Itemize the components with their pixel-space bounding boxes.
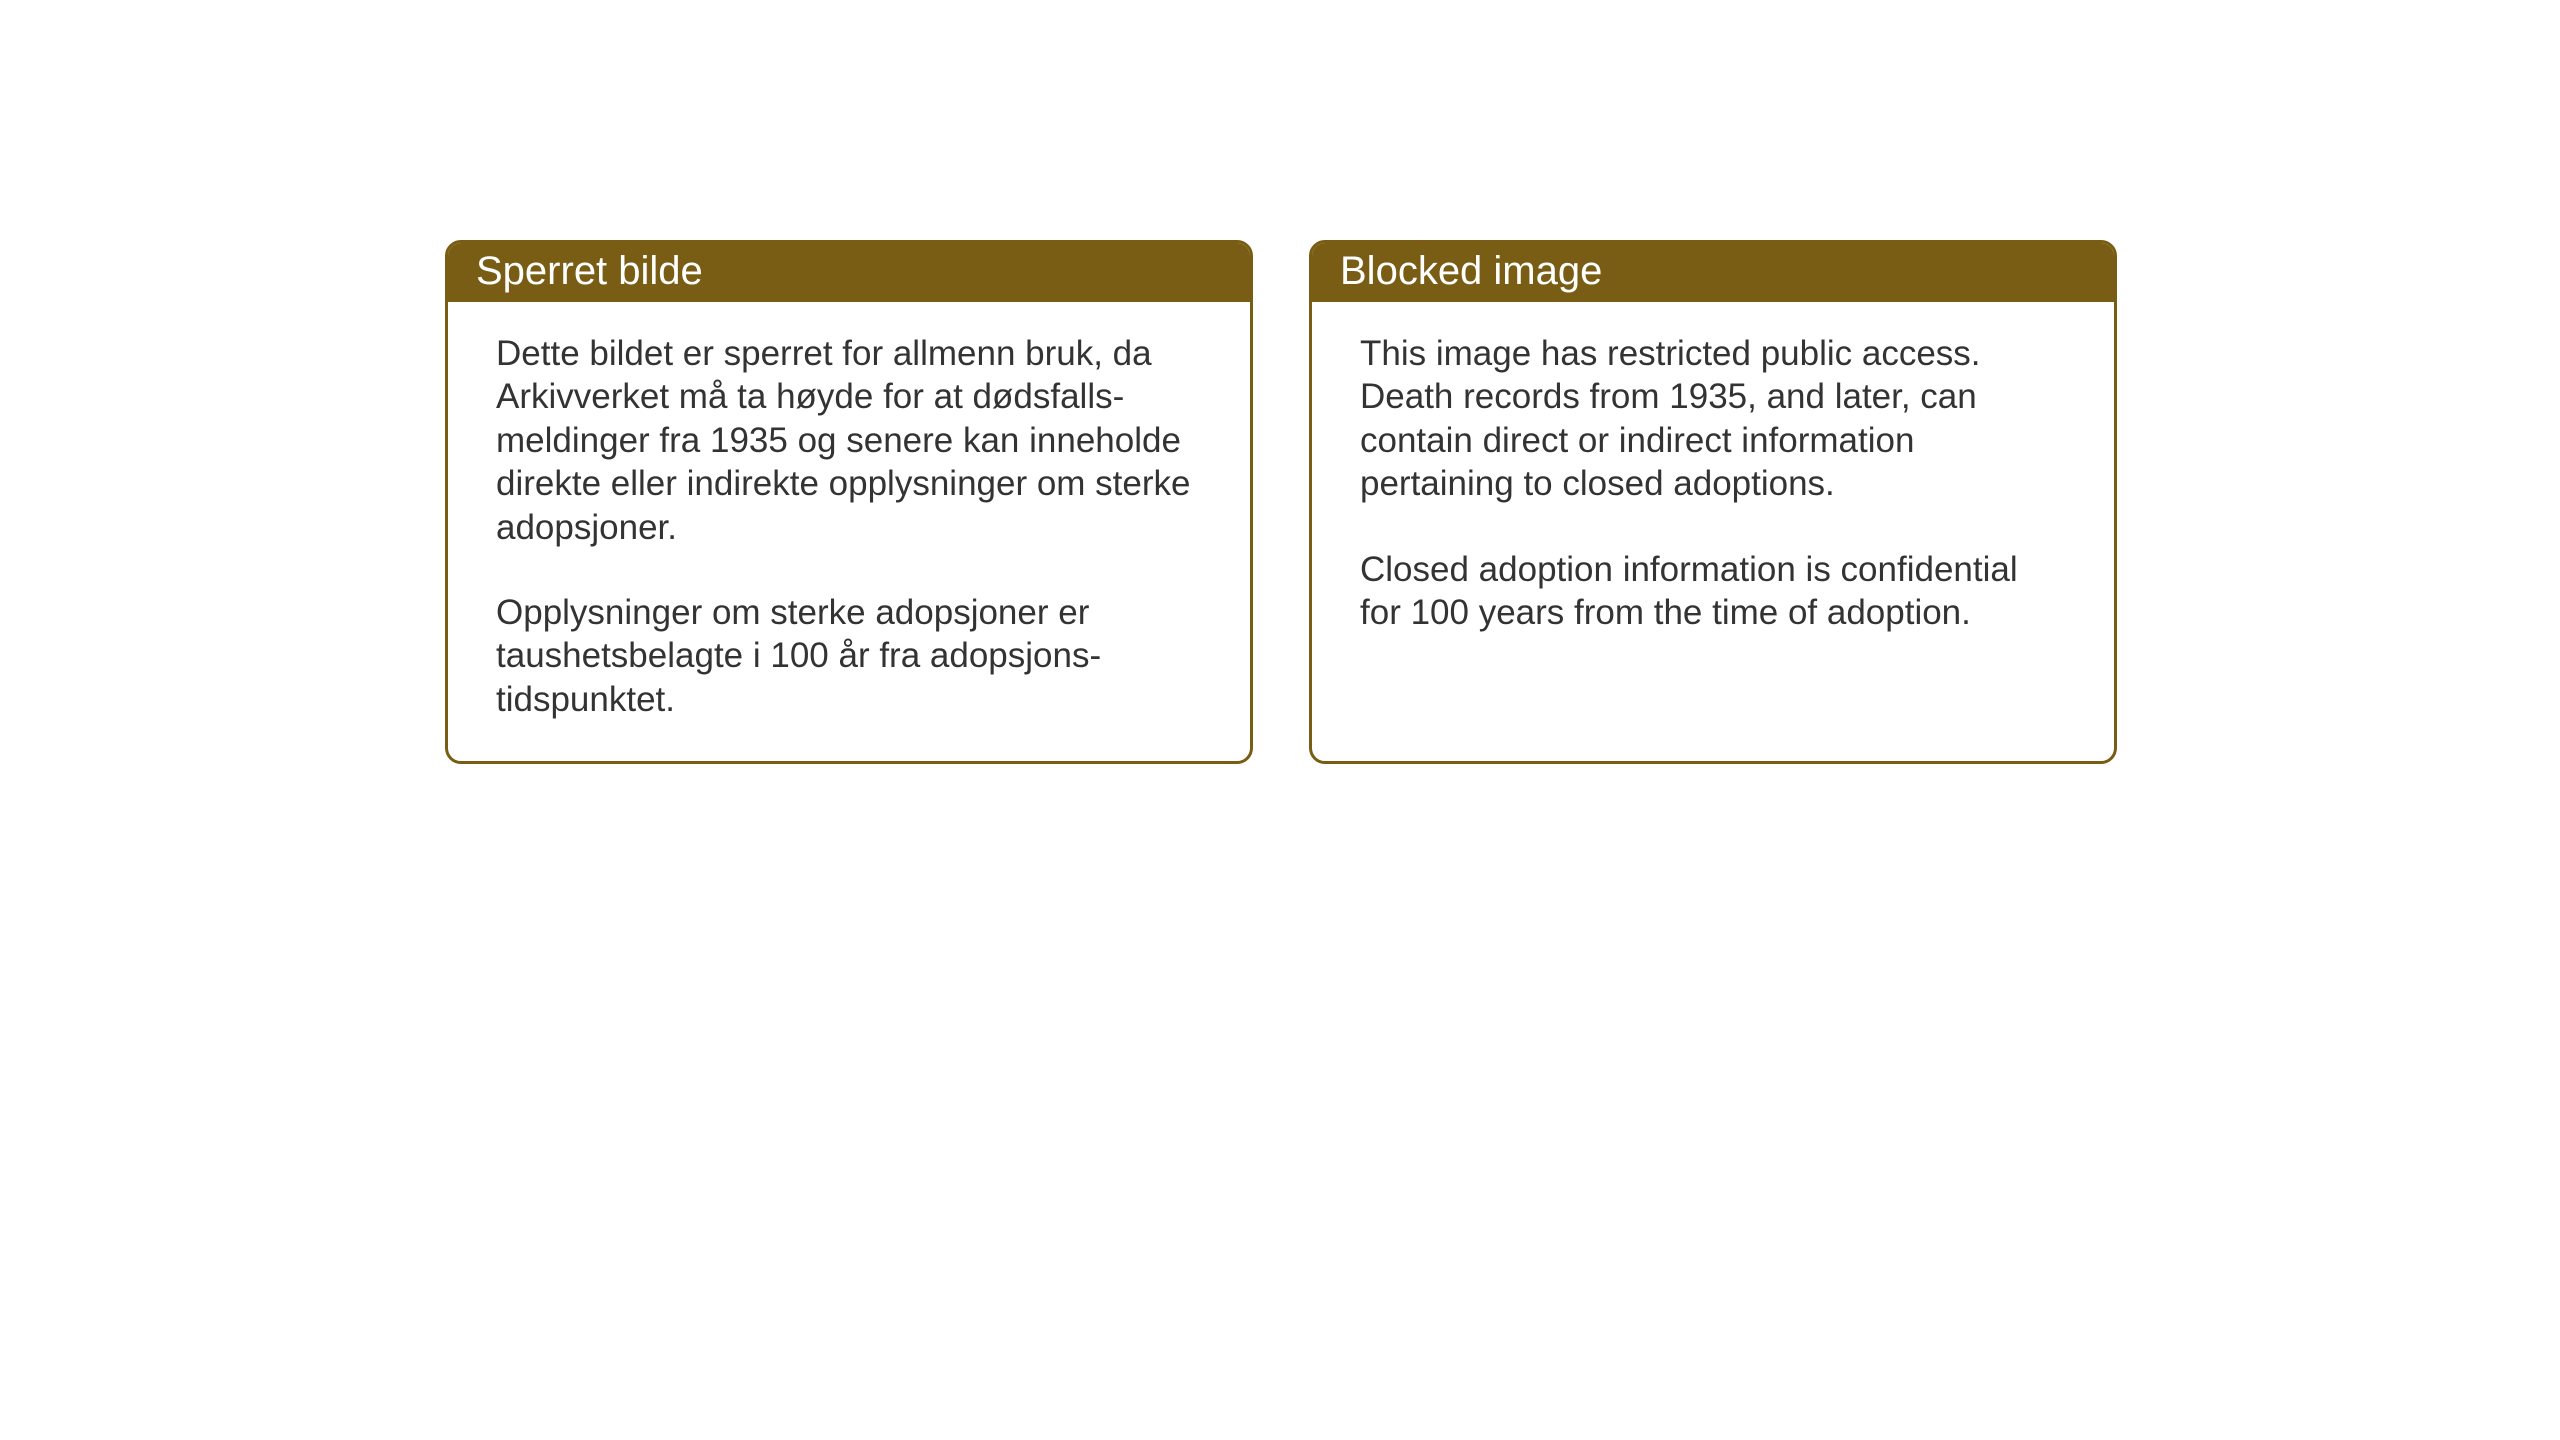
notice-container: Sperret bilde Dette bildet er sperret fo… <box>445 240 2117 764</box>
notice-body-english: This image has restricted public access.… <box>1312 302 2114 674</box>
notice-header-english: Blocked image <box>1312 243 2114 302</box>
notice-header-norwegian: Sperret bilde <box>448 243 1250 302</box>
notice-box-norwegian: Sperret bilde Dette bildet er sperret fo… <box>445 240 1253 764</box>
notice-paragraph: Dette bildet er sperret for allmenn bruk… <box>496 332 1202 549</box>
notice-paragraph: This image has restricted public access.… <box>1360 332 2066 506</box>
notice-paragraph: Opplysninger om sterke adopsjoner er tau… <box>496 591 1202 721</box>
notice-body-norwegian: Dette bildet er sperret for allmenn bruk… <box>448 302 1250 761</box>
notice-box-english: Blocked image This image has restricted … <box>1309 240 2117 764</box>
notice-paragraph: Closed adoption information is confident… <box>1360 548 2066 635</box>
